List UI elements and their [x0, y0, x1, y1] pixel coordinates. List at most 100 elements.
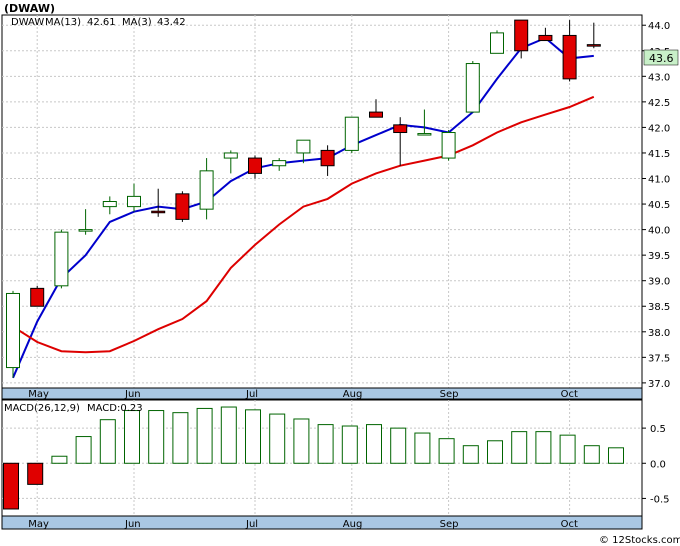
chart-title: (DWAW) [4, 2, 55, 15]
macd-bar [75, 436, 92, 464]
macd-y-tick-label: -0.5 [650, 494, 670, 505]
candle [417, 109, 432, 136]
candle-body [393, 124, 408, 134]
candle-body [199, 170, 214, 210]
last-price-badge [643, 49, 679, 66]
macd-bar [462, 445, 479, 464]
candle [296, 139, 311, 164]
macd-x-axis: May Jun Jul Aug Sep Oct [28, 519, 578, 530]
legend-ma3-label: MA(3) [122, 17, 152, 28]
candle [369, 99, 383, 118]
macd-x-tick-label: Sep [440, 519, 459, 530]
candle-body [272, 160, 287, 167]
candle-body [127, 195, 141, 208]
macd-bar [51, 455, 68, 464]
candle-body [441, 132, 456, 159]
price-y-tick-label: 39.5 [648, 251, 670, 262]
price-y-tick-label: 42.5 [648, 98, 670, 109]
macd-bar [511, 431, 528, 464]
price-y-tick-label: 41.5 [648, 149, 670, 160]
macd-bar [196, 407, 213, 464]
legend-symbol: DWAW [11, 17, 44, 28]
price-x-axis-band [1, 387, 643, 400]
macd-y-axis: -0.5 0.0 0.5 [642, 424, 670, 505]
macd-panel: -0.5 0.0 0.5 May Jun Jul Aug Sep Oct MACD(26,12… [1, 399, 670, 530]
macd-bar [317, 424, 334, 464]
macd-bar [366, 424, 382, 464]
price-y-tick-label: 42.0 [648, 123, 670, 134]
price-x-tick-label: Jun [124, 389, 141, 400]
macd-bar [124, 410, 140, 464]
candle [465, 60, 480, 113]
macd-label: MACD(26,12,9) [4, 403, 80, 414]
price-x-tick-label: Aug [343, 389, 363, 400]
candle [320, 145, 335, 176]
candle-body [102, 201, 117, 208]
candle-body [417, 133, 432, 136]
candle-body [465, 63, 480, 113]
price-y-tick-label: 37.0 [648, 379, 670, 390]
price-y-tick-label: 40.5 [648, 200, 670, 211]
candle-body [296, 139, 311, 154]
candle-body [175, 193, 190, 220]
macd-x-tick-label: May [28, 519, 49, 530]
candle [272, 158, 287, 171]
candle-body [586, 44, 601, 47]
macd-x-tick-label: Aug [343, 519, 363, 530]
watermark: © 12Stocks.com [599, 535, 680, 546]
candle [199, 158, 214, 220]
macd-bar [559, 434, 576, 464]
macd-bar [245, 409, 261, 464]
price-y-tick-label: 40.0 [648, 226, 670, 237]
macd-bar [293, 418, 310, 464]
price-y-tick-label: 38.5 [648, 302, 670, 313]
macd-bar [608, 447, 624, 464]
price-y-tick-label: 39.0 [648, 277, 670, 288]
candle-body [30, 287, 45, 307]
candle [393, 117, 408, 166]
macd-x-tick-label: Oct [561, 519, 578, 530]
candle [562, 20, 577, 82]
candle-body [78, 229, 93, 232]
macd-x-axis-band [1, 515, 643, 530]
macd-bar [583, 445, 600, 464]
candle [30, 285, 45, 307]
macd-bar [487, 440, 503, 464]
macd-bar [172, 412, 189, 464]
price-y-tick-label: 43.0 [648, 72, 670, 83]
macd-bar [341, 425, 358, 464]
macd-bar [390, 427, 407, 464]
price-x-tick-label: Oct [561, 389, 578, 400]
candle [344, 116, 359, 153]
ma3-line [12, 95, 595, 354]
candle-body [490, 32, 504, 54]
price-y-tick-label: 44.0 [648, 21, 670, 32]
candle [223, 150, 238, 174]
price-x-tick-label: Jul [245, 389, 258, 400]
candle [54, 229, 69, 289]
candle [490, 30, 504, 54]
candle [441, 129, 456, 161]
price-x-tick-label: May [28, 389, 49, 400]
price-y-tick-label: 37.5 [648, 353, 670, 364]
macd-bar [3, 462, 19, 510]
price-y-tick-label: 38.0 [648, 328, 670, 339]
macd-bar [148, 410, 165, 464]
candle [127, 183, 141, 212]
candle [514, 19, 529, 59]
candle-body [514, 19, 529, 52]
candle [102, 196, 117, 215]
candle [78, 209, 93, 235]
macd-bar [414, 432, 431, 464]
price-y-axis: 37.0 37.5 38.0 38.5 39.0 39.5 40.0 40.5 41.0 41.5… [642, 21, 670, 390]
macd-bar [269, 413, 286, 464]
candle [6, 290, 20, 378]
legend-ma13-label: MA(13) [45, 17, 81, 28]
last-price-label: 43.6 [649, 52, 674, 65]
macd-x-tick-label: Jun [124, 519, 141, 530]
candle [175, 191, 190, 222]
macd-bar [438, 438, 455, 464]
candle [538, 27, 553, 42]
macd-y-tick-label: 0.0 [650, 459, 666, 470]
